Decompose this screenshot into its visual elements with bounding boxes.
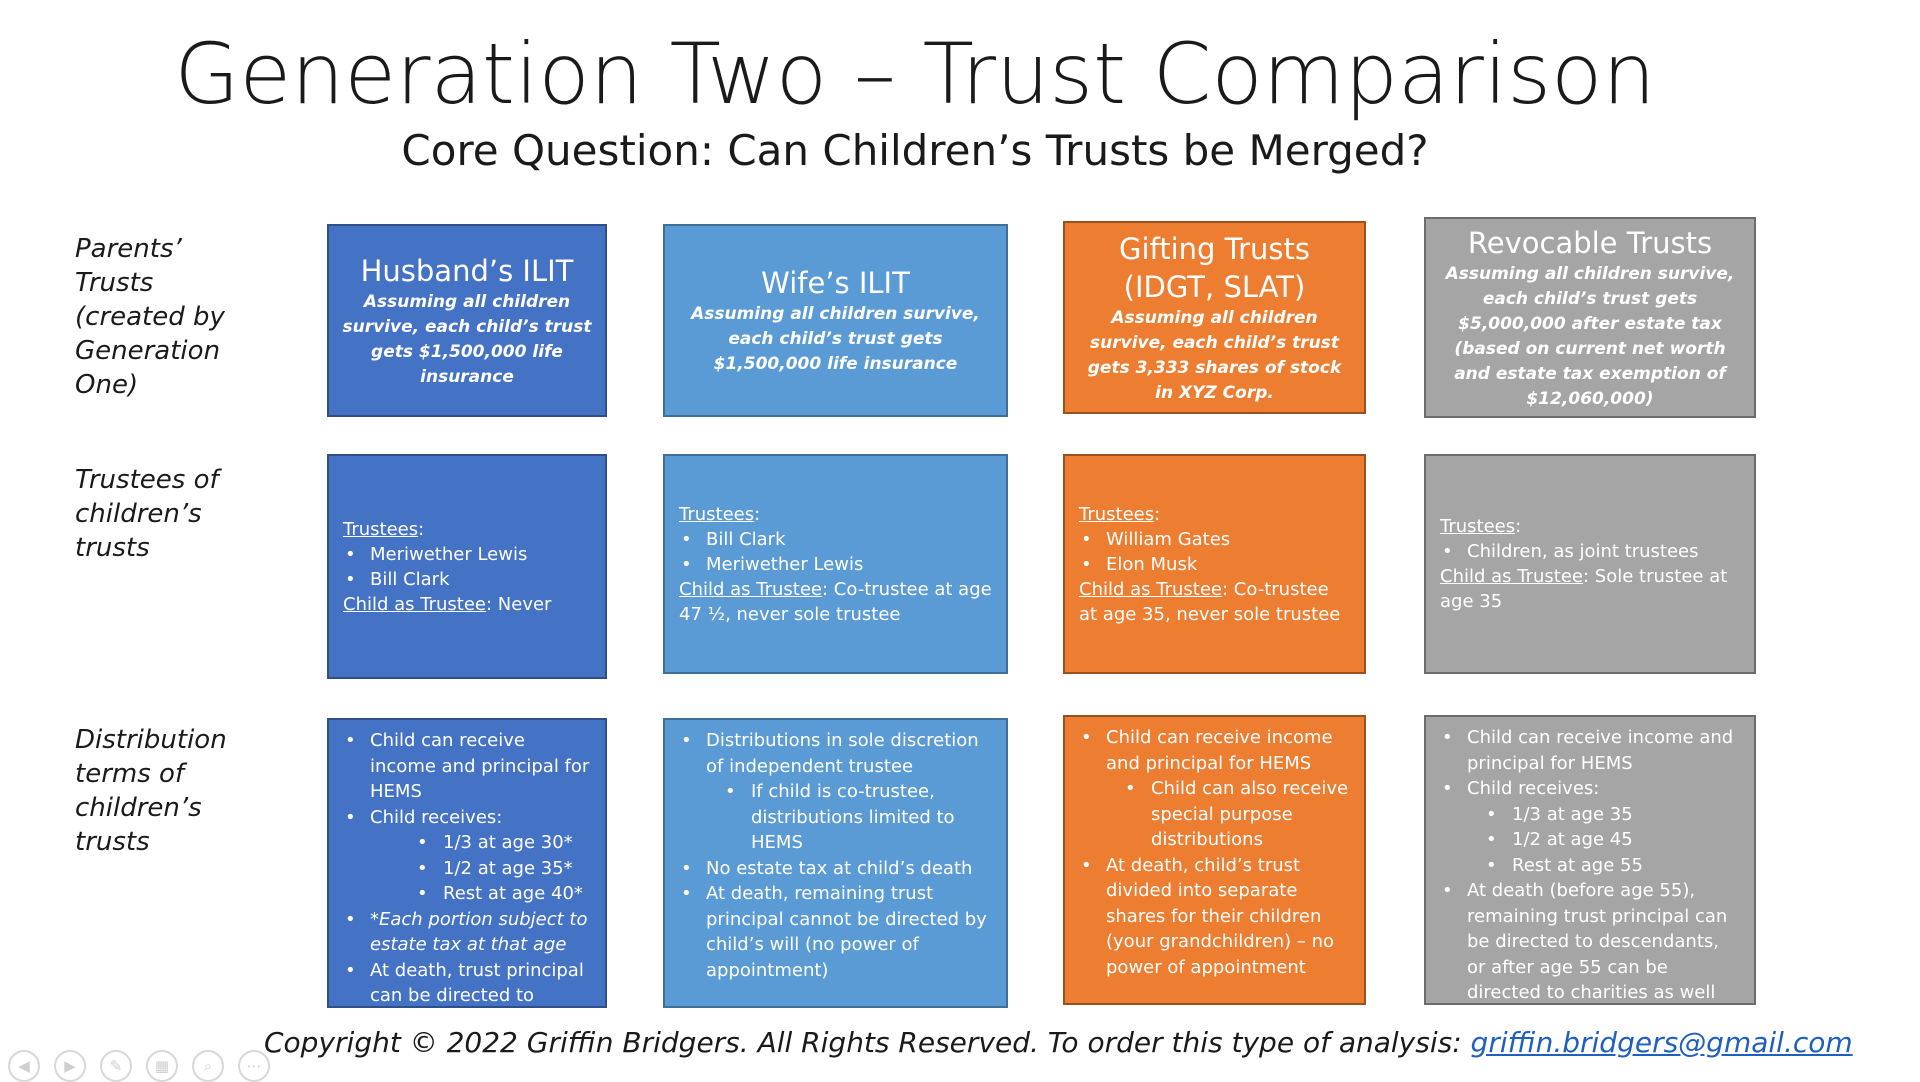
previous-icon[interactable]: ◀ xyxy=(8,1050,40,1082)
revocable-trustees-box: Trustees: Children, as joint trustees Ch… xyxy=(1424,454,1756,674)
next-icon[interactable]: ▶ xyxy=(54,1050,86,1082)
revocable-distribution-box: Child can receive income and principal f… xyxy=(1424,715,1756,1005)
distribution-item: At death (before age 55), remaining trus… xyxy=(1440,878,1740,1006)
row-label-trustees: Trustees of children’s trusts xyxy=(75,465,219,563)
distribution-item: Child receives: xyxy=(1440,776,1740,802)
card-heading: Husband’s ILIT xyxy=(360,253,574,288)
distribution-item: Child receives: xyxy=(343,805,591,831)
child-trustee-text: : Co-trustee at age 47 ½, never sole tru… xyxy=(679,578,992,625)
distribution-item: Child can receive income and principal f… xyxy=(343,728,591,805)
gifting-trusts-card: Gifting Trusts (IDGT, SLAT) Assuming all… xyxy=(1063,221,1366,414)
trustee-item: Children, as joint trustees xyxy=(1440,539,1740,564)
child-trustee-label: Child as Trustee xyxy=(343,593,486,615)
husband-distribution-box: Child can receive income and principal f… xyxy=(327,718,607,1032)
distribution-subitem: If child is co-trustee, distributions li… xyxy=(679,779,992,856)
revocable-trusts-card: Revocable Trusts Assuming all children s… xyxy=(1424,217,1756,418)
distribution-subitem: Rest at age 55 xyxy=(1440,853,1740,879)
child-trustee-label: Child as Trustee xyxy=(1079,578,1222,600)
zoom-icon[interactable]: ⌕ xyxy=(192,1050,224,1082)
gifting-trustees-box: Trustees: William Gates Elon Musk Child … xyxy=(1063,454,1366,674)
distribution-subitem: Child can also receive special purpose d… xyxy=(1079,776,1350,853)
trustee-item: Bill Clark xyxy=(343,567,591,592)
trustees-label: Trustees xyxy=(1079,503,1155,525)
child-trustee-text: : Co-trustee at age 35, never sole trust… xyxy=(1079,578,1341,625)
trustees-label: Trustees xyxy=(1440,516,1516,537)
distribution-subitem: 1/2 at age 35* xyxy=(343,856,591,882)
trustee-item: Elon Musk xyxy=(1079,552,1350,577)
child-trustee-text: : Never xyxy=(486,593,552,615)
card-heading: Revocable Trusts xyxy=(1467,225,1713,260)
slides-icon[interactable]: ▦ xyxy=(146,1050,178,1082)
card-description: Assuming all children survive, each chil… xyxy=(1445,263,1735,409)
footer-text: Copyright © 2022 Griffin Bridgers. All R… xyxy=(264,1026,1471,1059)
card-heading: Gifting Trusts (IDGT, SLAT) xyxy=(1118,231,1310,304)
more-icon[interactable]: ⋯ xyxy=(238,1050,270,1082)
husband-ilit-card: Husband’s ILIT Assuming all children sur… xyxy=(327,224,607,417)
trustee-item: Bill Clark xyxy=(679,527,992,552)
copyright-footer: Copyright © 2022 Griffin Bridgers. All R… xyxy=(264,1026,1853,1059)
trustees-label: Trustees xyxy=(679,503,755,525)
distribution-item: Child can receive income and principal f… xyxy=(1079,725,1350,776)
row-label-distribution: Distribution terms of children’s trusts xyxy=(75,725,227,857)
page-title: Generation Two – Trust Comparison xyxy=(174,25,1656,123)
distribution-subitem: 1/3 at age 35 xyxy=(1440,802,1740,828)
child-trustee-text: : Sole trustee at age 35 xyxy=(1440,566,1728,612)
email-link[interactable]: griffin.bridgers@gmail.com xyxy=(1470,1026,1853,1059)
card-heading: Wife’s ILIT xyxy=(761,266,910,300)
child-trustee-label: Child as Trustee xyxy=(1440,566,1583,587)
gifting-distribution-box: Child can receive income and principal f… xyxy=(1063,715,1366,1005)
distribution-item: Child can receive income and principal f… xyxy=(1440,725,1740,776)
distribution-item: Distributions in sole discretion of inde… xyxy=(679,728,992,779)
page-subtitle: Core Question: Can Children’s Trusts be … xyxy=(401,126,1429,175)
distribution-subitem: 1/2 at age 45 xyxy=(1440,827,1740,853)
child-trustee-label: Child as Trustee xyxy=(679,578,822,600)
trustee-item: Meriwether Lewis xyxy=(679,552,992,577)
distribution-subitem: 1/3 at age 30* xyxy=(343,830,591,856)
distribution-item: At death, child’s trust divided into sep… xyxy=(1079,853,1350,981)
wife-trustees-box: Trustees: Bill Clark Meriwether Lewis Ch… xyxy=(663,454,1008,674)
card-description: Assuming all children survive, each chil… xyxy=(342,291,592,387)
distribution-note: *Each portion subject to estate tax at t… xyxy=(343,907,591,958)
card-description: Assuming all children survive, each chil… xyxy=(691,304,980,374)
distribution-item: No estate tax at child’s death xyxy=(679,856,992,882)
trustee-item: Meriwether Lewis xyxy=(343,542,591,567)
distribution-subitem: Rest at age 40* xyxy=(343,881,591,907)
wife-ilit-card: Wife’s ILIT Assuming all children surviv… xyxy=(663,224,1008,417)
row-label-parents: Parents’ Trusts (created by Generation O… xyxy=(75,234,225,400)
distribution-item: At death, trust principal can be directe… xyxy=(343,958,591,1035)
trustee-item: William Gates xyxy=(1079,527,1350,552)
card-description: Assuming all children survive, each chil… xyxy=(1087,307,1342,403)
wife-distribution-box: Distributions in sole discretion of inde… xyxy=(663,718,1008,1008)
pen-icon[interactable]: ✎ xyxy=(100,1050,132,1082)
distribution-item: At death, remaining trust principal cann… xyxy=(679,881,992,983)
trustees-label: Trustees xyxy=(343,518,419,540)
husband-trustees-box: Trustees: Meriwether Lewis Bill Clark Ch… xyxy=(327,454,607,679)
